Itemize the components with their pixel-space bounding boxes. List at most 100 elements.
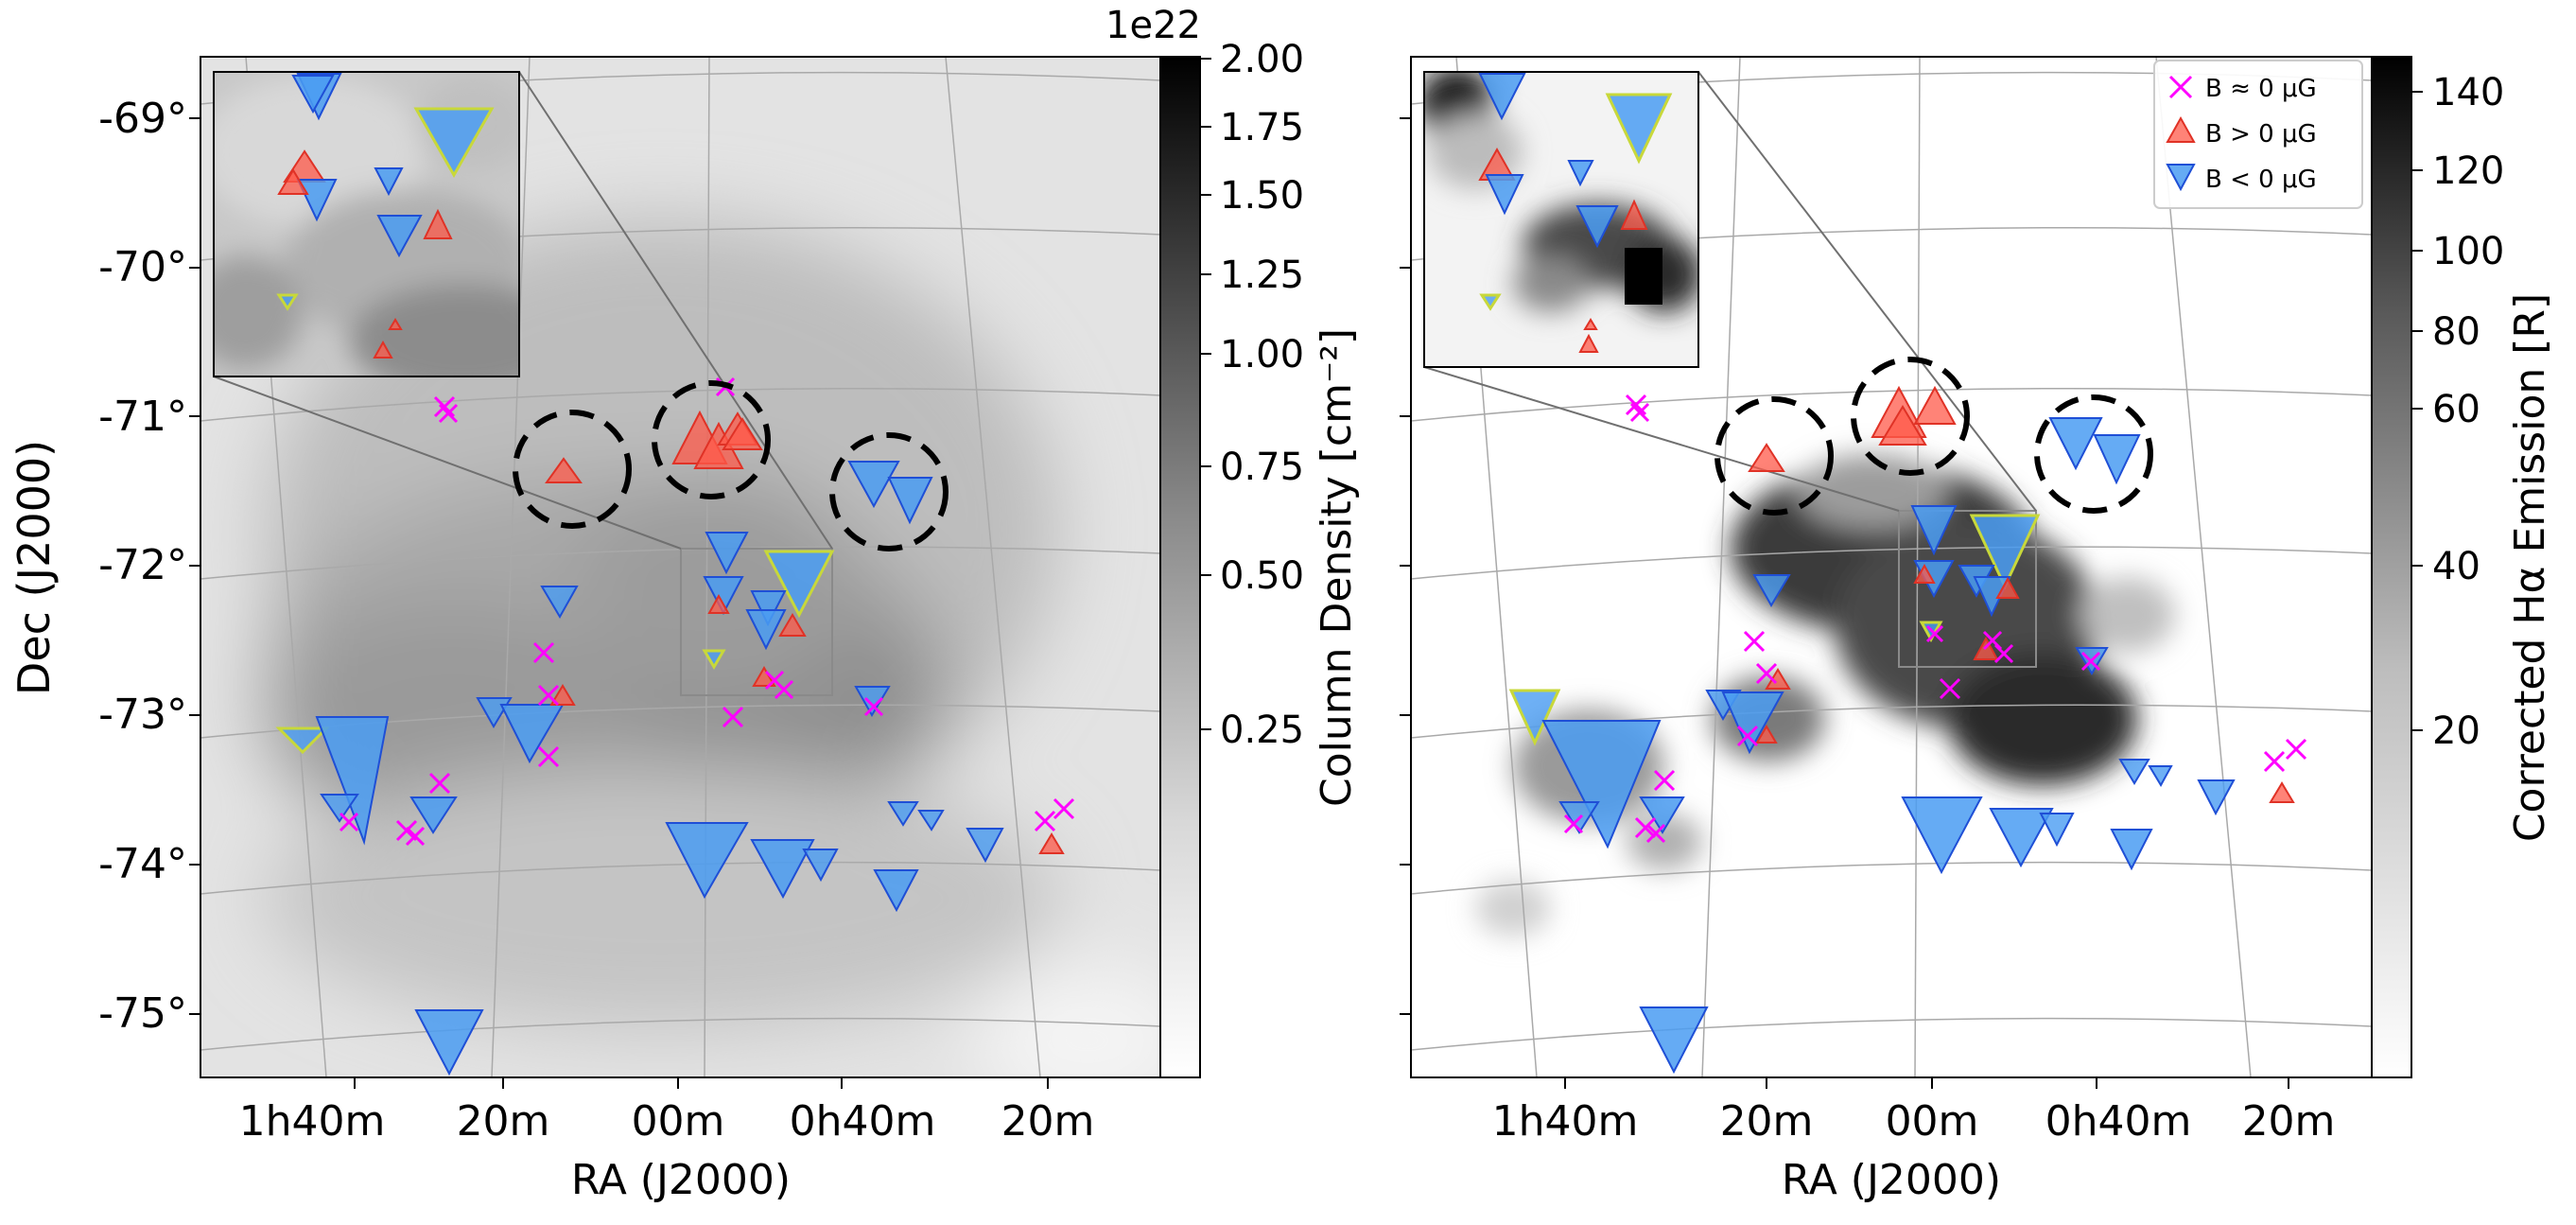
y-tick-label: -69° (98, 95, 187, 143)
negative-marker (750, 590, 787, 627)
legend-zero-marker (2168, 75, 2193, 99)
positive-marker (1755, 725, 1778, 744)
y-tick-label: -70° (98, 243, 187, 291)
negative-marker (499, 704, 565, 764)
positive-marker (1748, 443, 1785, 472)
negative-marker (409, 796, 458, 834)
negative-marker (2148, 765, 2173, 788)
right-inset-frame (1423, 71, 1699, 368)
x-tick-label: 20m (1720, 1097, 1814, 1146)
negative-marker (705, 532, 749, 575)
right-panel: B ≈ 0 μG B > 0 μG B < 0 μG 1h40m 20m 00m… (1400, 56, 2554, 1204)
left-x-ticks (354, 1077, 1049, 1089)
positive-marker (707, 593, 730, 614)
negative-marker (1541, 720, 1662, 849)
negative-marker (1910, 505, 1958, 556)
highlight-circle (1714, 396, 1834, 516)
negative-marker (917, 810, 945, 831)
positive-marker (778, 613, 807, 637)
negative-marker (703, 576, 744, 616)
x-tick-label: 20m (457, 1097, 550, 1146)
right-colorbar: 140 120 100 80 60 40 20 Corrected Hα Emi… (2371, 56, 2554, 1078)
y-tick-label: -72° (98, 541, 187, 589)
right-inset (1423, 71, 1699, 368)
highlight-circle (2034, 394, 2153, 514)
left-inset (213, 71, 520, 377)
right-x-axis: 1h40m 20m 00m 0h40m 20m (1492, 1097, 2336, 1146)
colorbar-tick-label: 140 (2432, 71, 2504, 114)
negative-marker (1969, 514, 2041, 590)
right-y-ticks (1400, 117, 1411, 1015)
y-tick-label: -73° (98, 691, 187, 739)
negative-marker (1752, 574, 1791, 607)
negative-marker (966, 828, 1004, 864)
negative-marker (873, 869, 919, 913)
colorbar-tick-label: 120 (2432, 149, 2504, 193)
positive-marker (1913, 563, 1936, 584)
legend-label: B > 0 μG (2205, 120, 2317, 149)
colorbar-tick-label: 2.00 (1220, 38, 1304, 81)
positive-marker (1878, 405, 1927, 446)
right-x-axis-label: RA (J2000) (1782, 1156, 2001, 1204)
negative-marker (2039, 813, 2075, 848)
left-inset-frame (213, 71, 520, 377)
positive-marker (545, 457, 583, 483)
x-tick-label: 1h40m (1492, 1097, 1639, 1146)
left-colorbar: 1e22 2.00 1.75 1.50 1.25 1.00 0.75 0.50 … (1105, 4, 1361, 1078)
negative-marker (2197, 779, 2236, 816)
negative-marker (320, 794, 359, 823)
negative-marker (2118, 759, 2150, 785)
colorbar-multiplier: 1e22 (1105, 4, 1201, 47)
x-tick-label: 00m (1886, 1097, 1979, 1146)
positive-marker (722, 417, 763, 450)
negative-marker (763, 550, 835, 619)
zero-markers (1563, 394, 2307, 844)
legend-positive-marker (2166, 115, 2196, 143)
x-tick-label: 20m (1001, 1097, 1095, 1146)
colorbar-tick-label: 40 (2432, 545, 2480, 588)
negative-marker (540, 586, 579, 619)
y-tick-label: -71° (98, 393, 187, 441)
colorbar-tick-label: 20 (2432, 709, 2480, 753)
negative-marker (1989, 808, 2054, 868)
x-tick-label: 20m (2242, 1097, 2336, 1146)
positive-marker (549, 684, 576, 706)
highlight-circle (829, 432, 949, 551)
colorbar-tick-label: 60 (2432, 388, 2480, 431)
colorbar-tick-label: 100 (2432, 230, 2504, 273)
negative-marker (2048, 417, 2103, 471)
highlight-circle (1851, 357, 1970, 476)
negative-marker (847, 461, 900, 509)
negative-marker (2110, 829, 2153, 871)
left-y-ticks (189, 117, 200, 1015)
colorbar-tick-label: 80 (2432, 310, 2480, 354)
negative-marker (1639, 796, 1685, 834)
negative-marker (665, 822, 749, 900)
positive-marker (1995, 576, 2020, 599)
colorbar-tick-label: 1.25 (1220, 254, 1304, 297)
colorbar-tick-label: 1.00 (1220, 333, 1304, 376)
left-y-axis-label: Dec (J2000) (9, 440, 60, 695)
right-highlight-circles (1714, 357, 2153, 516)
left-markers (275, 376, 1075, 1076)
negative-marker (745, 609, 787, 651)
x-tick-label: 00m (632, 1097, 725, 1146)
legend-label: B ≈ 0 μG (2205, 75, 2317, 103)
negative-marker (802, 849, 839, 883)
right-zoom-connector-b (1423, 366, 1900, 512)
left-zoom-connector-a (518, 71, 833, 550)
legend: B ≈ 0 μG B > 0 μG B < 0 μG (2153, 60, 2363, 209)
positive-marker (1913, 385, 1957, 425)
negative-marker (1639, 1006, 1709, 1075)
legend-negative-marker (2166, 164, 2196, 192)
left-x-axis: 1h40m 20m 00m 0h40m 20m (239, 1097, 1095, 1146)
negative-marker (750, 839, 815, 900)
colorbar-label: Column Density [cm⁻²] (1313, 328, 1361, 807)
left-x-axis-label: RA (J2000) (571, 1156, 791, 1204)
right-zoom-connector-a (1697, 71, 2037, 512)
negative-marker (1901, 796, 1983, 875)
x-tick-label: 0h40m (2045, 1097, 2192, 1146)
negative-marker (702, 649, 726, 670)
right-zoom-box (1898, 510, 2037, 668)
